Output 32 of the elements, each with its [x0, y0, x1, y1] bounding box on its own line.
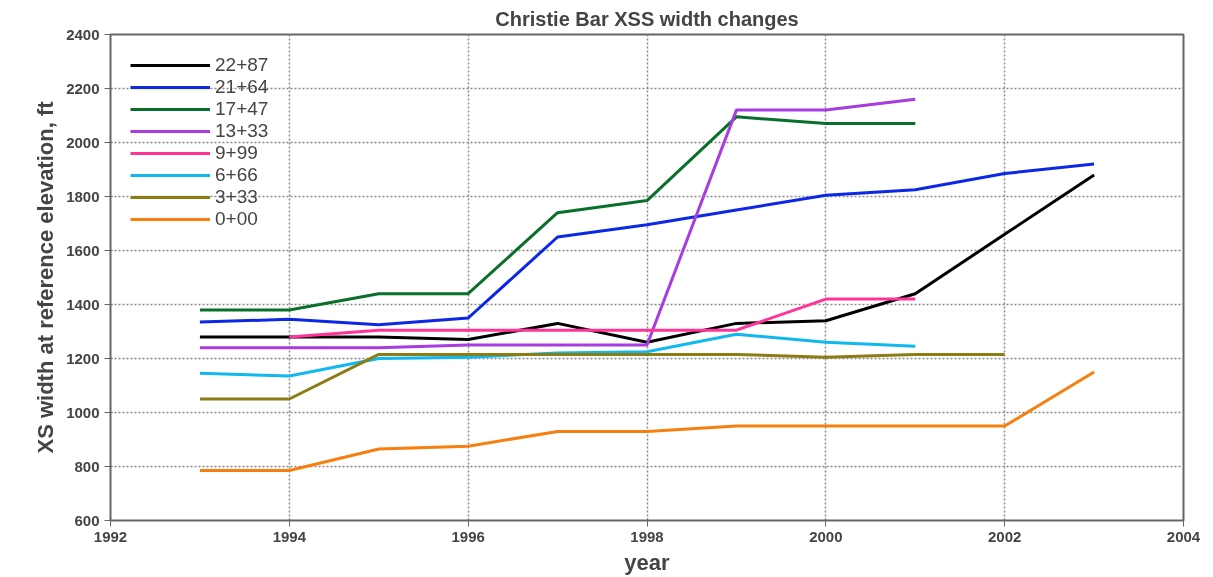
- y-tick-label: 2200: [66, 79, 100, 97]
- x-tick-label: 1992: [93, 527, 128, 545]
- x-tick-label: 1998: [630, 527, 664, 545]
- legend-label: 21+64: [215, 76, 269, 98]
- x-axis-title: year: [624, 549, 671, 575]
- legend-label: 17+47: [215, 98, 269, 120]
- x-tick-label: 2000: [809, 527, 843, 545]
- y-tick-label: 800: [74, 457, 100, 475]
- y-tick-label: 1400: [66, 295, 100, 313]
- legend-label: 3+33: [215, 186, 258, 208]
- y-axis-title: XS width at reference elevation, ft: [33, 100, 59, 454]
- y-tick-label: 2000: [66, 133, 100, 151]
- chart-title: Christie Bar XSS width changes: [495, 7, 799, 30]
- legend-label: 13+33: [215, 120, 269, 142]
- y-tick-label: 1600: [66, 241, 100, 259]
- legend-label: 6+66: [215, 164, 258, 186]
- legend-label: 0+00: [215, 208, 258, 230]
- y-tick-label: 1000: [66, 403, 100, 421]
- line-series: [198, 370, 1096, 473]
- y-tick-label: 2400: [66, 25, 100, 43]
- line-series: [198, 162, 1096, 327]
- x-tick-label: 1994: [272, 527, 307, 545]
- line-series: [198, 97, 917, 350]
- legend-label: 9+99: [215, 142, 258, 164]
- y-tick-label: 600: [74, 511, 100, 529]
- legend-label: 22+87: [215, 54, 269, 76]
- line-series: [198, 115, 917, 312]
- x-tick-label: 1996: [451, 527, 485, 545]
- y-tick-label: 1800: [66, 187, 100, 205]
- y-tick-label: 1200: [66, 349, 100, 367]
- x-tick-label: 2002: [987, 527, 1022, 545]
- x-tick-label: 2004: [1166, 527, 1201, 545]
